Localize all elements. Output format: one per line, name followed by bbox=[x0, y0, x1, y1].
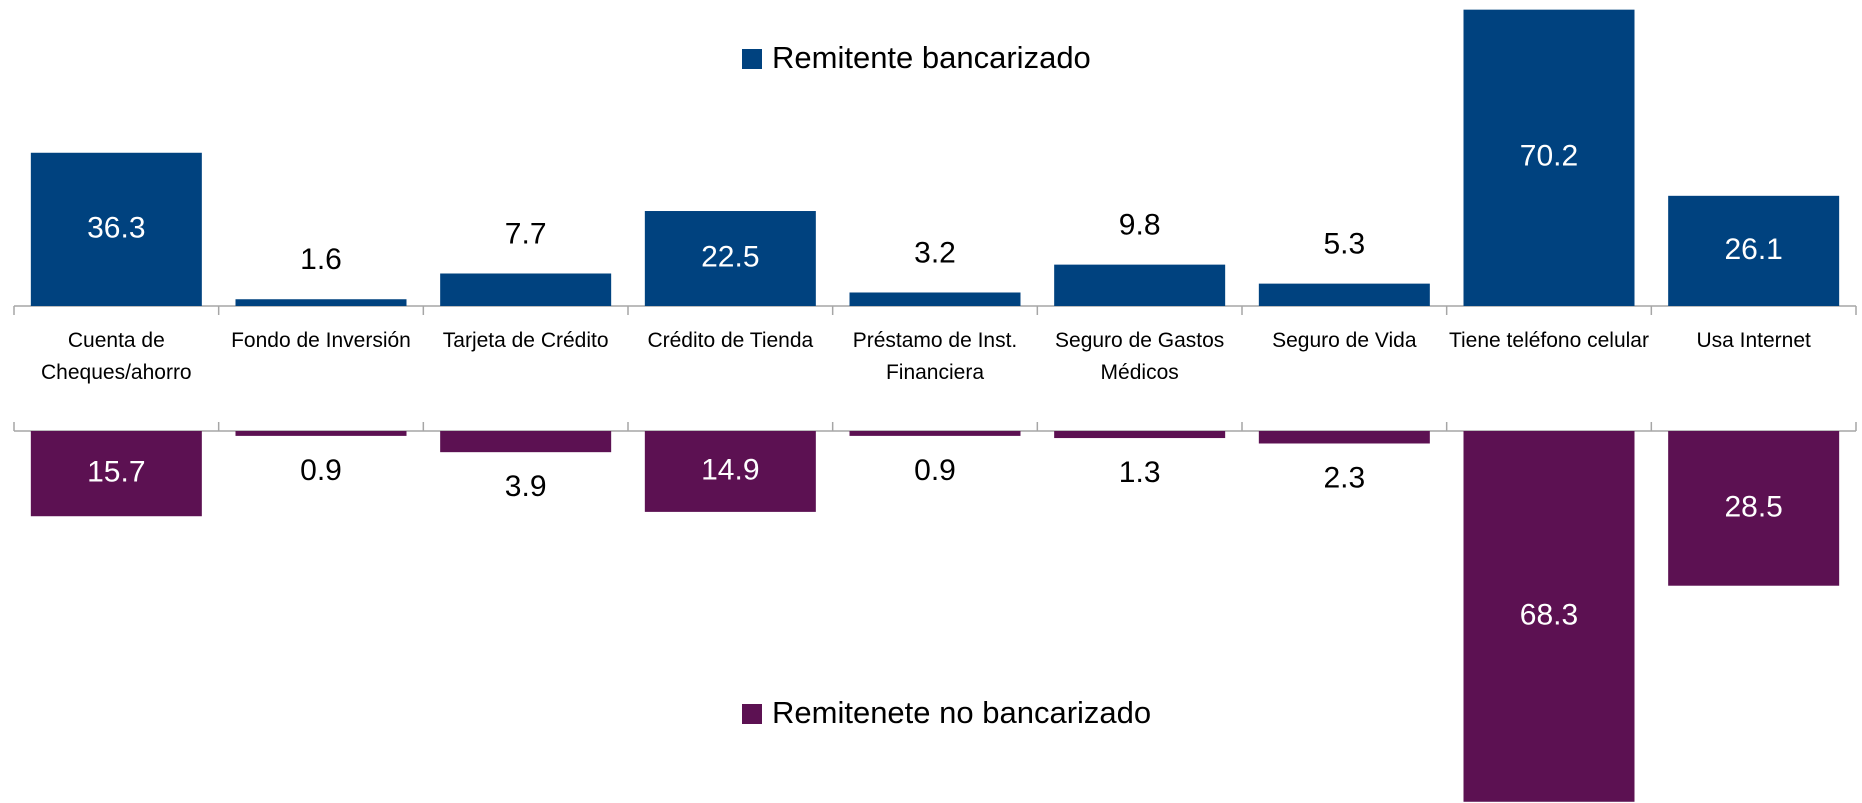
bar bbox=[440, 431, 612, 453]
bar bbox=[1668, 431, 1840, 586]
data-label: 9.8 bbox=[1119, 209, 1161, 242]
bar bbox=[849, 431, 1021, 436]
bar bbox=[644, 211, 816, 306]
x-tick-label: Tarjeta de Crédito bbox=[442, 329, 609, 352]
legend-label: Remitente bancarizado bbox=[772, 40, 1091, 75]
x-tick-label: Préstamo de Inst. Financiera bbox=[852, 329, 1018, 384]
legend-swatch bbox=[742, 704, 762, 724]
x-tick-label: Cuenta de Cheques/ahorro bbox=[41, 329, 192, 384]
data-label: 70.2 bbox=[1520, 140, 1578, 173]
bar bbox=[1668, 195, 1840, 306]
data-label: 1.6 bbox=[300, 243, 342, 276]
data-label: 15.7 bbox=[87, 456, 145, 489]
x-tick-label: Fondo de Inversión bbox=[231, 329, 411, 352]
data-label: 5.3 bbox=[1323, 228, 1365, 261]
data-label: 3.9 bbox=[505, 470, 547, 503]
legend-label: Remitenete no bancarizado bbox=[772, 695, 1151, 730]
data-label: 0.9 bbox=[300, 454, 342, 487]
data-label: 7.7 bbox=[505, 217, 547, 250]
data-label: 68.3 bbox=[1520, 598, 1578, 631]
x-tick-label: Crédito de Tienda bbox=[647, 329, 814, 352]
bar bbox=[1463, 9, 1635, 307]
bar bbox=[849, 292, 1021, 306]
data-label: 14.9 bbox=[701, 453, 759, 486]
bar bbox=[644, 431, 816, 512]
data-label: 26.1 bbox=[1724, 233, 1782, 266]
legend-swatch bbox=[742, 49, 762, 69]
bar bbox=[1054, 264, 1226, 306]
data-label: 2.3 bbox=[1323, 461, 1365, 494]
bar bbox=[1258, 283, 1430, 306]
bar bbox=[1054, 431, 1226, 439]
bar bbox=[1258, 431, 1430, 444]
data-label: 28.5 bbox=[1724, 490, 1782, 523]
data-label: 3.2 bbox=[914, 236, 956, 269]
bar bbox=[1463, 431, 1635, 802]
bar bbox=[440, 273, 612, 306]
x-tick-label: Tiene teléfono celular bbox=[1448, 329, 1649, 352]
x-tick-label: Usa Internet bbox=[1696, 329, 1811, 352]
data-label: 1.3 bbox=[1119, 456, 1161, 489]
data-label: 0.9 bbox=[914, 454, 956, 487]
x-tick-label: Seguro de Gastos Médicos bbox=[1055, 329, 1225, 384]
x-tick-label: Seguro de Vida bbox=[1272, 329, 1417, 352]
bar bbox=[30, 152, 202, 306]
data-label: 36.3 bbox=[87, 211, 145, 244]
bar bbox=[235, 299, 407, 306]
bar bbox=[30, 431, 202, 517]
data-label: 22.5 bbox=[701, 240, 759, 273]
bar bbox=[235, 431, 407, 436]
